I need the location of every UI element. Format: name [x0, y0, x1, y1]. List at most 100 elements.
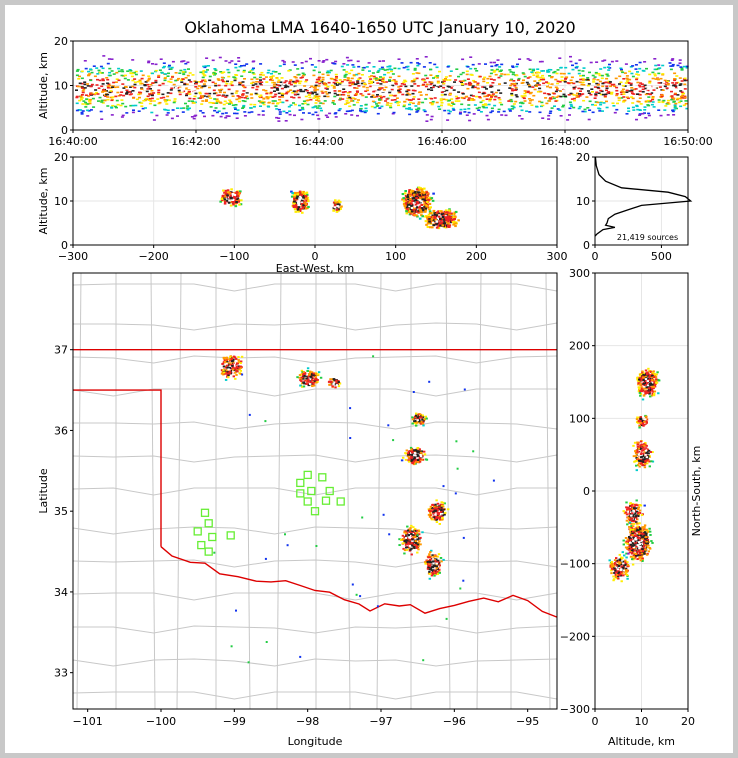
time-height-source — [507, 108, 511, 110]
ew-source — [296, 209, 300, 212]
time-height-source — [204, 71, 208, 73]
time-height-source — [277, 79, 281, 81]
time-height-source — [242, 71, 246, 73]
time-height-source — [605, 77, 609, 80]
time-height-source — [249, 107, 253, 109]
time-height-source — [388, 76, 392, 79]
time-height-source — [448, 93, 452, 96]
time-height-source — [230, 60, 234, 62]
time-height-source — [154, 63, 158, 66]
time-height-source — [235, 112, 239, 115]
ew-source — [436, 216, 440, 219]
time-height-source — [324, 114, 328, 117]
plan-source — [227, 374, 230, 377]
ew-source — [334, 204, 337, 207]
time-height-source — [479, 86, 483, 88]
time-height-source — [541, 77, 545, 79]
time-x-tick-label: 16:42:00 — [171, 135, 220, 148]
time-height-source — [101, 89, 105, 92]
time-height-source — [347, 101, 351, 104]
time-height-source — [450, 98, 454, 100]
ew-source — [300, 199, 304, 202]
time-height-source — [652, 86, 656, 88]
ew-source — [410, 202, 413, 205]
time-height-source — [125, 89, 129, 92]
plan-source — [239, 367, 243, 370]
plan-source — [303, 374, 306, 377]
time-height-source — [498, 83, 501, 85]
plan-source — [306, 370, 309, 372]
time-height-source — [394, 80, 398, 83]
time-height-source — [185, 107, 189, 109]
time-height-source — [540, 60, 544, 63]
time-height-source — [550, 76, 554, 79]
time-height-source — [380, 105, 384, 108]
time-height-source — [208, 79, 212, 82]
time-height-source — [652, 89, 656, 91]
time-height-source — [428, 81, 432, 83]
time-height-source — [278, 84, 282, 87]
time-height-source — [205, 57, 209, 59]
time-height-source — [493, 87, 497, 90]
time-height-source — [89, 68, 93, 70]
time-height-source — [660, 94, 664, 96]
time-height-source — [143, 88, 147, 91]
time-height-source — [440, 94, 444, 96]
ew-source — [421, 198, 425, 201]
plan-source — [422, 424, 425, 427]
time-height-source — [564, 78, 567, 80]
ew-source — [307, 200, 310, 203]
time-height-source — [221, 112, 225, 115]
time-height-source — [436, 75, 440, 77]
time-height-source — [578, 95, 582, 97]
time-height-source — [171, 76, 174, 78]
time-height-source — [588, 109, 592, 111]
time-height-source — [677, 101, 681, 104]
time-height-source — [397, 104, 400, 107]
time-height-source — [403, 104, 406, 106]
time-height-source — [213, 109, 217, 112]
time-height-source — [477, 106, 481, 109]
time-height-source — [469, 56, 473, 58]
time-height-source — [516, 63, 519, 66]
time-height-source — [148, 93, 152, 95]
ew-source — [417, 197, 420, 200]
ew-source — [404, 199, 407, 202]
ew-source — [426, 200, 429, 203]
time-height-source — [180, 81, 184, 83]
time-height-source — [389, 102, 393, 105]
time-height-source — [597, 87, 601, 90]
time-height-source — [292, 80, 296, 83]
time-height-source — [661, 83, 665, 86]
time-height-source — [558, 109, 562, 111]
time-height-source — [166, 75, 170, 77]
time-height-source — [638, 85, 642, 88]
time-height-source — [357, 99, 360, 101]
time-height-source — [425, 93, 428, 96]
time-height-source — [115, 106, 118, 109]
time-height-source — [251, 81, 255, 84]
ew-source — [420, 214, 423, 217]
ew-source — [423, 195, 427, 198]
time-height-source — [235, 90, 239, 92]
ew-source — [423, 203, 426, 206]
time-height-source — [655, 68, 659, 71]
time-height-source — [262, 78, 266, 80]
time-height-source — [241, 107, 245, 109]
time-height-source — [680, 91, 684, 93]
time-height-source — [152, 100, 156, 102]
ew-source — [435, 214, 439, 217]
time-height-source — [344, 113, 348, 115]
time-height-source — [622, 96, 626, 98]
time-height-source — [554, 78, 558, 81]
time-height-source — [170, 117, 174, 120]
time-height-source — [306, 99, 310, 101]
time-height-source — [76, 68, 80, 71]
time-height-source — [236, 69, 240, 72]
time-height-source — [581, 77, 585, 80]
time-height-source — [361, 80, 365, 82]
time-height-source — [134, 70, 138, 73]
time-height-source — [457, 100, 461, 102]
plan-source — [311, 385, 314, 388]
time-height-source — [425, 114, 429, 116]
